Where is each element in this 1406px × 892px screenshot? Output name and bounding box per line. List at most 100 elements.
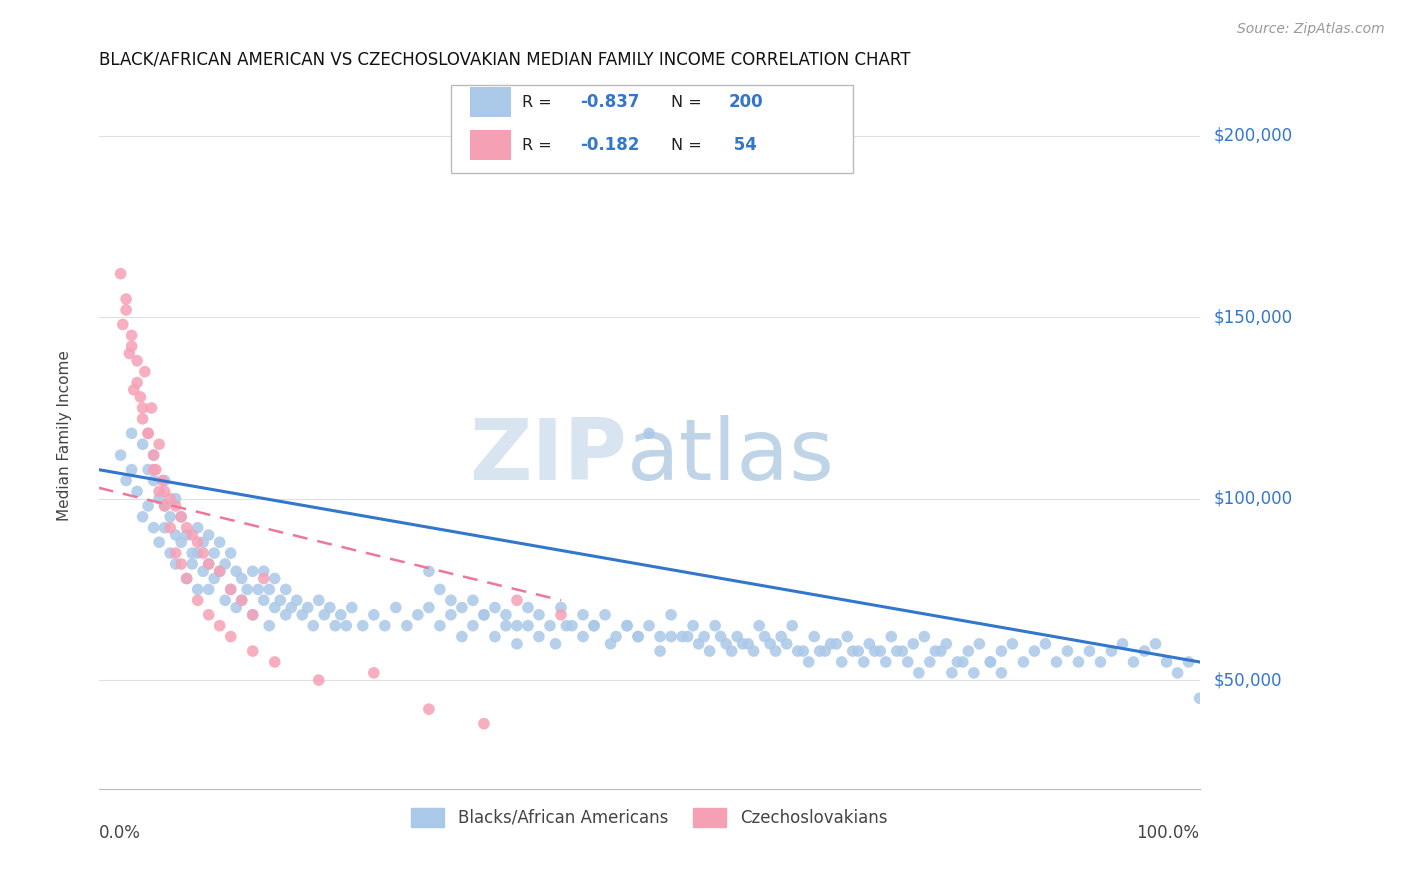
Point [152, 474, 174, 488]
Point [627, 630, 650, 644]
Point [176, 528, 198, 542]
Point [159, 546, 181, 560]
Point [886, 644, 908, 658]
Point [136, 426, 159, 441]
Point [451, 630, 474, 644]
Point [803, 630, 825, 644]
Point [484, 630, 506, 644]
Point [165, 546, 187, 560]
Point [544, 637, 567, 651]
Point [797, 655, 820, 669]
Point [472, 607, 495, 622]
Point [699, 644, 721, 658]
Point [314, 607, 336, 622]
Point [852, 655, 875, 669]
Point [159, 521, 181, 535]
Point [429, 618, 451, 632]
Point [308, 593, 330, 607]
Point [484, 600, 506, 615]
Point [153, 521, 176, 535]
Point [176, 572, 198, 586]
Legend: Blacks/African Americans, Czechoslovakians: Blacks/African Americans, Czechoslovakia… [405, 801, 894, 834]
Point [165, 499, 187, 513]
Point [869, 644, 891, 658]
Point [963, 665, 986, 680]
Point [461, 618, 484, 632]
Point [461, 593, 484, 607]
Point [891, 644, 914, 658]
Point [616, 618, 638, 632]
Point [319, 600, 342, 615]
Point [776, 637, 799, 651]
Point [136, 499, 159, 513]
Point [253, 564, 276, 578]
Point [118, 346, 141, 360]
Point [148, 535, 170, 549]
Point [725, 630, 748, 644]
Text: N =: N = [671, 95, 707, 110]
Point [582, 618, 605, 632]
Point [191, 546, 214, 560]
Point [918, 655, 941, 669]
Point [352, 618, 374, 632]
Point [115, 292, 138, 306]
Point [1144, 637, 1167, 651]
Point [555, 618, 578, 632]
Point [1156, 655, 1178, 669]
Point [219, 546, 242, 560]
Point [187, 521, 209, 535]
Point [329, 607, 352, 622]
Text: N =: N = [671, 137, 707, 153]
Point [197, 557, 219, 571]
Point [131, 412, 153, 426]
Point [263, 600, 285, 615]
Point [979, 655, 1001, 669]
Point [627, 630, 650, 644]
Point [990, 665, 1012, 680]
Point [770, 630, 793, 644]
Point [825, 637, 848, 651]
Point [759, 637, 782, 651]
Point [257, 582, 280, 597]
Point [197, 528, 219, 542]
Point [231, 593, 253, 607]
Point [214, 557, 236, 571]
Point [737, 637, 759, 651]
Point [731, 637, 754, 651]
Point [363, 665, 385, 680]
Point [451, 600, 474, 615]
Point [219, 582, 242, 597]
Point [903, 637, 925, 651]
Point [121, 328, 143, 343]
Point [197, 582, 219, 597]
Point [159, 509, 181, 524]
Point [880, 630, 903, 644]
Text: 100.0%: 100.0% [1136, 824, 1199, 842]
Point [170, 509, 193, 524]
Point [527, 607, 550, 622]
Point [1012, 655, 1035, 669]
Point [1101, 644, 1123, 658]
Point [153, 499, 176, 513]
Point [191, 564, 214, 578]
Point [111, 318, 134, 332]
Point [363, 607, 385, 622]
Point [176, 572, 198, 586]
Point [561, 618, 583, 632]
Text: $50,000: $50,000 [1213, 671, 1282, 690]
Point [208, 564, 231, 578]
Point [820, 637, 842, 651]
Point [638, 426, 661, 441]
FancyBboxPatch shape [451, 85, 853, 173]
Point [1122, 655, 1144, 669]
Point [688, 637, 710, 651]
Point [129, 390, 152, 404]
Point [952, 655, 974, 669]
Point [181, 528, 204, 542]
Point [837, 630, 859, 644]
Point [219, 582, 242, 597]
Point [1045, 655, 1067, 669]
FancyBboxPatch shape [470, 87, 512, 117]
Text: BLACK/AFRICAN AMERICAN VS CZECHOSLOVAKIAN MEDIAN FAMILY INCOME CORRELATION CHART: BLACK/AFRICAN AMERICAN VS CZECHOSLOVAKIA… [98, 51, 910, 69]
Point [187, 582, 209, 597]
